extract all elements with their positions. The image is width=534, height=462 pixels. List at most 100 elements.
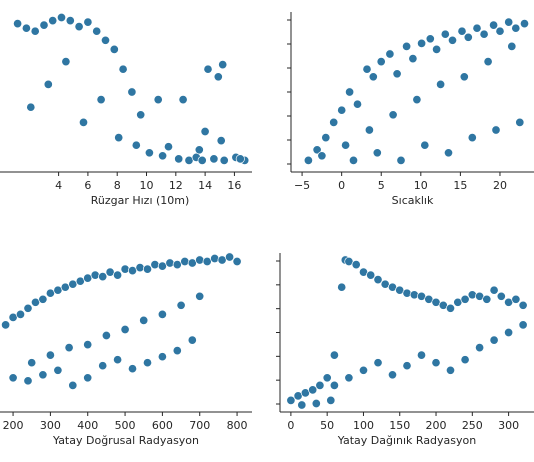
data-point [445,365,456,375]
data-point [202,256,212,267]
x-tick-label: 800 [227,419,248,432]
data-point [402,288,412,298]
data-point [315,380,325,390]
data-point [98,361,108,371]
data-point [135,263,145,273]
data-point [489,20,499,30]
data-point [308,385,318,395]
data-point [142,264,153,274]
data-point [153,95,163,105]
data-point [235,154,245,164]
x-tick-label: 16 [227,179,241,192]
data-point [416,350,427,360]
x-tick-label: 4 [55,179,62,192]
data-point [197,155,207,165]
data-point [364,125,374,135]
data-point [352,99,363,109]
subplot-diffuse-radiation: 0 50 100 150 200 250 300 Yatay Dağınık Radyasyo… [276,253,534,447]
data-point [467,290,477,300]
x-tick-label: 10 [140,179,154,192]
data-point [92,26,102,36]
points-wind-speed [13,12,250,165]
data-point [194,145,204,155]
data-point [26,102,36,112]
data-point [83,373,93,383]
data-point [445,303,456,313]
data-point [139,315,149,325]
data-point [425,34,435,44]
data-point [412,95,422,105]
data-point [440,29,450,39]
data-point [118,64,128,74]
x-tick-label: 0 [287,419,294,432]
data-point [200,126,210,137]
x-tick-label: 200 [3,419,24,432]
data-point [218,60,228,70]
data-point [96,95,106,105]
x-axis-label: Rüzgar Hızı (10m) [91,194,190,207]
data-point [30,26,40,36]
data-point [504,327,514,338]
data-point [13,19,23,29]
x-tick-label: 100 [353,419,374,432]
x-tick-label: 15 [453,179,467,192]
data-point [83,273,93,283]
x-tick-label: 500 [115,419,136,432]
data-point [362,64,372,74]
data-point [98,272,108,282]
data-point [402,361,412,371]
data-point [286,395,296,405]
x-tick-label: 400 [77,419,98,432]
data-point [317,151,327,161]
data-point [322,373,332,383]
data-point [459,72,469,82]
data-point [366,270,376,280]
data-point [74,22,84,32]
x-tick-label: 6 [84,179,91,192]
data-point [83,17,93,27]
x-tick-label: −5 [294,179,310,192]
data-point [217,255,227,265]
data-point [443,148,454,158]
data-point [326,395,336,405]
data-point [38,294,48,304]
data-point [178,95,188,105]
data-point [53,365,63,375]
subplot-direct-radiation: 200 300 400 500 600 700 800 Yatay Doğrusal Rady… [0,252,252,447]
data-point [165,258,175,268]
data-point [388,110,398,120]
data-point [187,335,197,345]
data-point [127,266,138,276]
data-point [232,256,242,267]
data-point [109,44,119,54]
data-point [210,253,220,264]
data-point [83,340,93,350]
x-tick-label: 14 [198,179,212,192]
data-point [23,376,33,386]
data-point [432,44,442,54]
x-tick-label: 5 [378,179,385,192]
data-point [482,294,492,304]
data-point [101,330,111,341]
x-tick-label: 10 [414,179,428,192]
x-tick-label: 700 [189,419,210,432]
data-point [203,64,213,74]
data-point [209,154,219,164]
data-point [65,16,75,26]
data-point [157,261,167,271]
data-point [345,87,355,97]
data-point [1,320,11,330]
x-axis-label: Yatay Dağınık Radyasyon [337,434,476,447]
data-point [312,145,322,155]
x-tick-label: 300 [40,419,61,432]
data-point [372,148,382,158]
data-point [172,346,182,356]
data-point [38,370,48,380]
data-point [113,270,123,280]
x-tick-label: 50 [320,419,334,432]
data-point [21,23,31,33]
data-point [163,142,174,152]
data-point [219,155,229,165]
x-tick-label: 0 [338,179,345,192]
data-point [396,155,406,165]
